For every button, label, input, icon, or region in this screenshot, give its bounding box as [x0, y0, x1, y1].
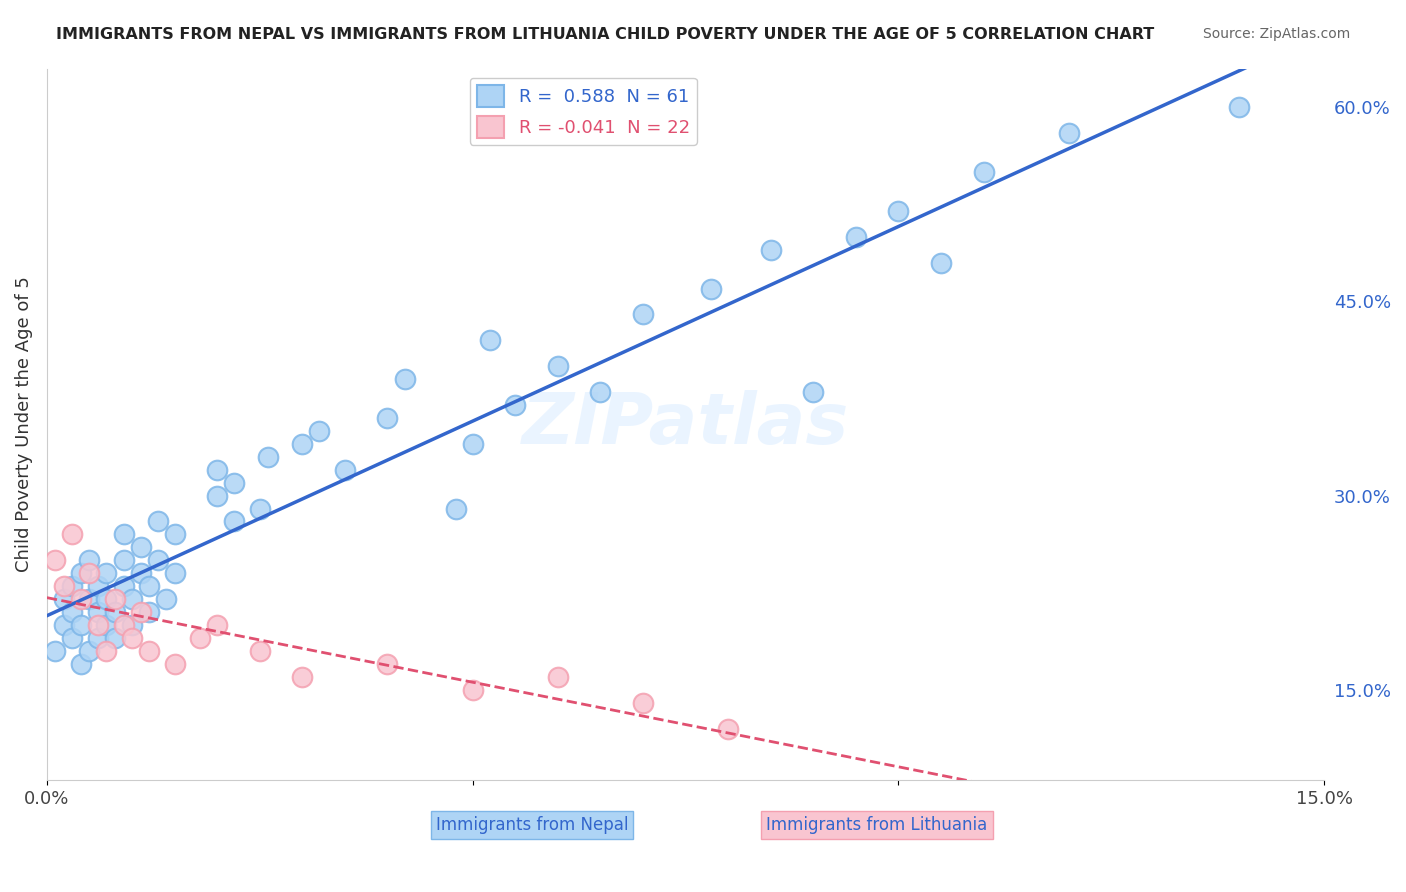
Point	[547, 670, 569, 684]
Point	[138, 579, 160, 593]
Point	[759, 243, 782, 257]
Point	[717, 722, 740, 736]
Point	[631, 307, 654, 321]
Point	[87, 631, 110, 645]
Point	[62, 579, 84, 593]
Point	[205, 463, 228, 477]
Point	[104, 631, 127, 645]
Point	[79, 566, 101, 581]
Y-axis label: Child Poverty Under the Age of 5: Child Poverty Under the Age of 5	[15, 277, 32, 573]
Point	[138, 644, 160, 658]
Point	[249, 501, 271, 516]
Point	[444, 501, 467, 516]
Point	[291, 437, 314, 451]
Point	[121, 618, 143, 632]
Point	[801, 385, 824, 400]
Point	[155, 592, 177, 607]
Point	[129, 566, 152, 581]
Point	[1057, 126, 1080, 140]
Point	[62, 605, 84, 619]
Point	[333, 463, 356, 477]
Point	[163, 657, 186, 671]
Point	[52, 579, 75, 593]
Point	[929, 255, 952, 269]
Point	[96, 566, 118, 581]
Point	[461, 682, 484, 697]
Point	[70, 592, 93, 607]
Text: Immigrants from Nepal: Immigrants from Nepal	[436, 816, 628, 834]
Point	[44, 644, 66, 658]
Point	[224, 515, 246, 529]
Point	[112, 527, 135, 541]
Point	[104, 605, 127, 619]
Point	[547, 359, 569, 374]
Point	[478, 334, 501, 348]
Point	[44, 553, 66, 567]
Point	[589, 385, 612, 400]
Point	[112, 553, 135, 567]
Point	[79, 592, 101, 607]
Point	[121, 592, 143, 607]
Point	[461, 437, 484, 451]
Point	[70, 657, 93, 671]
Point	[129, 605, 152, 619]
Point	[257, 450, 280, 464]
Point	[52, 592, 75, 607]
Point	[631, 696, 654, 710]
Point	[79, 644, 101, 658]
Point	[87, 605, 110, 619]
Point	[70, 618, 93, 632]
Point	[96, 644, 118, 658]
Point	[62, 631, 84, 645]
Point	[188, 631, 211, 645]
Point	[104, 592, 127, 607]
Point	[503, 398, 526, 412]
Text: Immigrants from Lithuania: Immigrants from Lithuania	[766, 816, 988, 834]
Point	[1227, 100, 1250, 114]
Point	[96, 618, 118, 632]
Point	[121, 631, 143, 645]
Point	[163, 527, 186, 541]
Point	[224, 475, 246, 490]
Point	[205, 489, 228, 503]
Point	[129, 541, 152, 555]
Point	[887, 203, 910, 218]
Point	[163, 566, 186, 581]
Point	[377, 411, 399, 425]
Text: IMMIGRANTS FROM NEPAL VS IMMIGRANTS FROM LITHUANIA CHILD POVERTY UNDER THE AGE O: IMMIGRANTS FROM NEPAL VS IMMIGRANTS FROM…	[56, 27, 1154, 42]
Text: ZIPatlas: ZIPatlas	[522, 390, 849, 458]
Point	[146, 553, 169, 567]
Point	[87, 579, 110, 593]
Point	[96, 592, 118, 607]
Point	[138, 605, 160, 619]
Point	[112, 618, 135, 632]
Point	[87, 618, 110, 632]
Point	[146, 515, 169, 529]
Legend: R =  0.588  N = 61, R = -0.041  N = 22: R = 0.588 N = 61, R = -0.041 N = 22	[470, 78, 697, 145]
Point	[291, 670, 314, 684]
Text: Source: ZipAtlas.com: Source: ZipAtlas.com	[1202, 27, 1350, 41]
Point	[845, 229, 868, 244]
Point	[700, 281, 723, 295]
Point	[249, 644, 271, 658]
Point	[62, 527, 84, 541]
Point	[112, 579, 135, 593]
Point	[308, 424, 330, 438]
Point	[973, 165, 995, 179]
Point	[70, 566, 93, 581]
Point	[52, 618, 75, 632]
Point	[394, 372, 416, 386]
Point	[377, 657, 399, 671]
Point	[205, 618, 228, 632]
Point	[79, 553, 101, 567]
